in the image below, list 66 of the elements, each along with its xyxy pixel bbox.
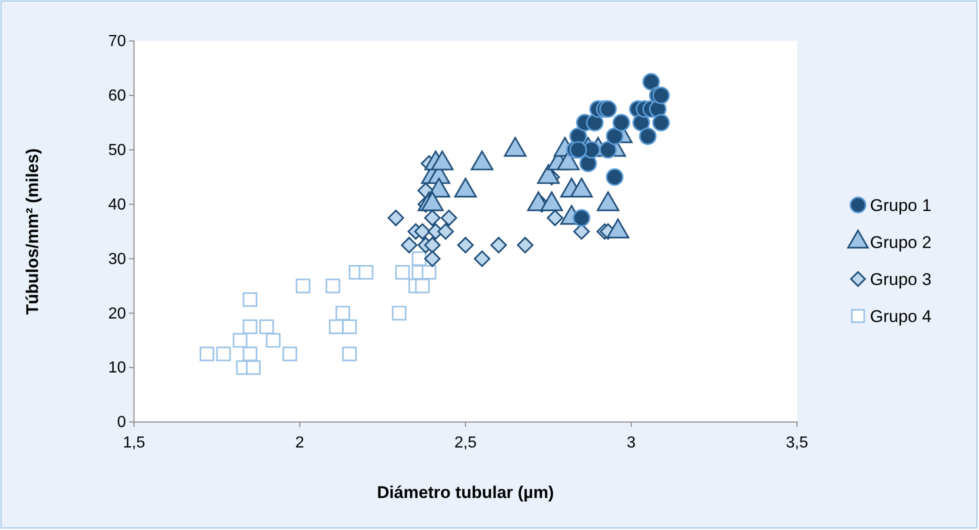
point bbox=[342, 319, 357, 334]
point bbox=[216, 346, 231, 362]
point bbox=[599, 100, 617, 118]
legend-label: Grupo 2 bbox=[870, 233, 932, 252]
y-tick-label: 40 bbox=[108, 196, 126, 214]
point bbox=[415, 278, 430, 294]
point bbox=[642, 73, 660, 91]
point bbox=[424, 210, 441, 226]
point bbox=[639, 127, 657, 146]
point bbox=[546, 210, 564, 226]
point bbox=[266, 333, 281, 348]
point bbox=[242, 292, 258, 307]
point bbox=[599, 141, 617, 159]
y-tick-label: 10 bbox=[108, 360, 126, 377]
x-axis-title: Diámetro tubular (µm) bbox=[377, 483, 554, 502]
x-tick-label: 1,5 bbox=[122, 434, 146, 452]
point bbox=[424, 236, 441, 254]
point bbox=[457, 236, 474, 254]
legend-label: Grupo 1 bbox=[870, 196, 932, 215]
point bbox=[572, 209, 590, 227]
point bbox=[326, 278, 340, 294]
y-tick-label: 50 bbox=[108, 142, 126, 159]
point bbox=[437, 223, 454, 240]
point bbox=[242, 319, 258, 334]
point bbox=[414, 223, 431, 240]
point bbox=[259, 319, 274, 334]
point bbox=[606, 127, 624, 146]
y-tick-label: 0 bbox=[117, 414, 126, 432]
point bbox=[652, 114, 670, 132]
point bbox=[412, 251, 426, 266]
y-tick-label: 70 bbox=[108, 33, 126, 50]
point bbox=[606, 168, 624, 186]
point bbox=[246, 360, 261, 375]
point bbox=[652, 86, 670, 104]
point bbox=[422, 265, 436, 280]
x-tick-label: 2,5 bbox=[454, 434, 477, 452]
point bbox=[342, 346, 357, 362]
y-tick-label: 20 bbox=[108, 305, 126, 322]
point bbox=[388, 210, 404, 226]
point bbox=[586, 114, 604, 132]
point bbox=[358, 265, 374, 280]
point bbox=[569, 141, 587, 159]
y-axis-title: Túbulos/mm² (miles) bbox=[23, 148, 42, 315]
point bbox=[336, 306, 350, 320]
point bbox=[490, 236, 507, 254]
point bbox=[440, 210, 458, 226]
point bbox=[474, 250, 490, 267]
x-tick-label: 3,5 bbox=[786, 434, 808, 452]
x-tick-label: 2 bbox=[295, 434, 304, 452]
point bbox=[424, 250, 441, 267]
point bbox=[392, 306, 407, 320]
point bbox=[579, 154, 597, 172]
legend-label: Grupo 3 bbox=[870, 270, 932, 289]
point bbox=[400, 236, 418, 254]
y-tick-label: 60 bbox=[108, 88, 126, 105]
point bbox=[395, 265, 410, 280]
legend-label: Grupo 4 bbox=[870, 307, 932, 326]
point bbox=[296, 278, 310, 294]
point bbox=[516, 236, 534, 254]
y-tick-label: 30 bbox=[108, 250, 126, 268]
point bbox=[232, 333, 248, 348]
point bbox=[200, 346, 214, 362]
point bbox=[242, 346, 258, 362]
point bbox=[282, 346, 298, 362]
point bbox=[612, 114, 630, 132]
x-tick-label: 3 bbox=[626, 434, 636, 452]
